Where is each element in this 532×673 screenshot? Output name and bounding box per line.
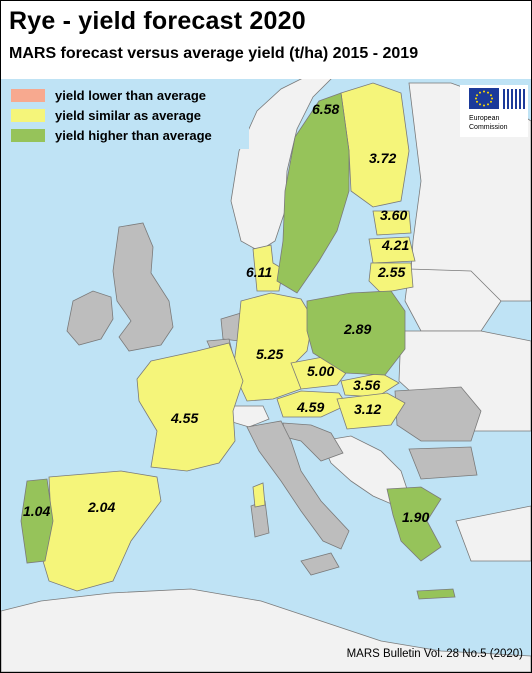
estonia-shape	[372, 210, 412, 236]
legend-label-similar: yield similar as average	[55, 107, 201, 123]
turkey-shape	[455, 505, 531, 562]
legend-item-similar: yield similar as average	[11, 107, 201, 123]
latvia-shape	[368, 236, 416, 264]
spain-shape	[42, 470, 162, 592]
legend-swatch-similar	[11, 108, 45, 122]
poland-shape	[306, 290, 406, 376]
yield-label-hungary: 3.12	[354, 401, 382, 417]
greece-shape	[386, 486, 442, 562]
north-africa-shape	[1, 588, 531, 672]
legend-swatch-higher	[11, 128, 45, 142]
yield-label-france: 4.55	[171, 410, 199, 426]
commission-building-icon	[503, 89, 525, 109]
sicily-shape	[300, 552, 340, 576]
ireland-shape	[66, 290, 114, 346]
european-commission-logo: European Commission	[460, 85, 528, 137]
logo-line-1: European	[469, 115, 499, 122]
bulgaria-shape	[408, 446, 478, 480]
yield-label-poland: 2.89	[344, 321, 372, 337]
corsica-shape	[252, 482, 266, 508]
yield-label-sweden: 6.58	[312, 101, 340, 117]
logo-line-2: Commission	[469, 124, 508, 131]
legend-label-lower: yield lower than average	[55, 87, 207, 103]
france-shape	[136, 342, 244, 472]
yield-label-denmark: 6.11	[246, 264, 273, 280]
legend-label-higher: yield higher than average	[55, 127, 212, 143]
yield-label-portugal: 1.04	[23, 503, 51, 519]
yield-label-spain: 2.04	[88, 499, 116, 515]
yield-label-estonia: 3.60	[380, 207, 408, 223]
great-britain-shape	[112, 222, 174, 352]
yield-label-slovakia: 3.56	[353, 377, 381, 393]
legend: yield lower than average yield similar a…	[1, 79, 249, 149]
yield-label-germany: 5.25	[256, 346, 284, 362]
title-block: Rye - yield forecast 2020 MARS forecast …	[1, 1, 531, 79]
yield-label-austria: 4.59	[297, 399, 325, 415]
yield-label-czechia: 5.00	[307, 363, 335, 379]
romania-shape	[394, 386, 482, 442]
hungary-shape	[336, 392, 406, 430]
finland-shape	[340, 82, 410, 208]
map-subtitle: MARS forecast versus average yield (t/ha…	[9, 45, 419, 62]
crete-shape	[416, 588, 456, 600]
yield-label-lithuania: 2.55	[378, 264, 406, 280]
eu-flag-icon	[469, 88, 499, 109]
legend-swatch-lower	[11, 88, 45, 102]
map-title: Rye - yield forecast 2020	[9, 7, 306, 35]
source-credit: MARS Bulletin Vol. 28 No.5 (2020)	[346, 648, 523, 660]
sweden-shape	[276, 92, 350, 294]
legend-item-lower: yield lower than average	[11, 87, 206, 103]
italy-shape	[246, 420, 350, 550]
yield-label-greece: 1.90	[402, 509, 430, 525]
legend-item-higher: yield higher than average	[11, 127, 212, 143]
lithuania-shape	[368, 262, 414, 294]
portugal-shape	[20, 478, 54, 564]
yield-label-finland: 3.72	[369, 150, 397, 166]
yield-label-latvia: 4.21	[382, 237, 410, 253]
